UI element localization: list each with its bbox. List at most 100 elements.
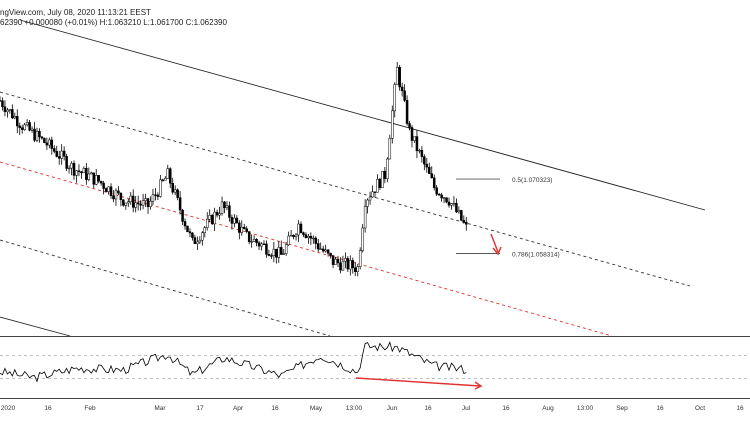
candle-body	[376, 178, 379, 193]
fib-level-label: 0.786(1.058314)	[512, 252, 560, 259]
candle-body	[245, 228, 248, 232]
candle-body	[127, 201, 130, 204]
candle-body	[462, 220, 466, 223]
candle-body	[292, 235, 295, 238]
candle-body	[410, 127, 414, 141]
change-label: +0.000080 (+0.01%)	[24, 18, 98, 27]
candle-body	[284, 244, 288, 254]
candle-body	[425, 163, 429, 168]
candle-body	[442, 197, 446, 199]
candle-body	[415, 136, 419, 152]
candle-body	[465, 221, 468, 225]
x-tick-label: Jul	[462, 405, 471, 412]
candle-body	[455, 202, 458, 213]
arrowhead-icon	[474, 381, 483, 390]
candle-body	[356, 266, 359, 272]
candle-body	[460, 210, 463, 221]
candle-body	[395, 67, 399, 85]
candle-body	[164, 178, 167, 181]
last-price-fragment: 62390	[0, 18, 23, 27]
candle-body	[297, 223, 300, 236]
high-value: 1.063210	[107, 18, 142, 27]
x-tick-label: Apr	[233, 405, 244, 412]
candle-body	[50, 139, 54, 149]
candle-body	[65, 156, 68, 169]
candle-body	[447, 201, 451, 206]
candle-body	[289, 235, 293, 237]
candle-body	[112, 195, 115, 200]
candle-body	[255, 239, 258, 243]
candle-body	[210, 215, 214, 225]
candle-body	[161, 179, 165, 181]
candle-body	[403, 90, 406, 101]
candle-body	[317, 243, 320, 250]
candle-body	[40, 136, 44, 139]
candle-body	[181, 209, 184, 222]
x-tick-label: 16	[424, 405, 432, 412]
candle-body	[280, 247, 283, 255]
candle-body	[11, 109, 14, 119]
upper-trendline	[19, 19, 706, 211]
candle-body	[8, 109, 12, 111]
candle-body	[119, 192, 123, 200]
candle-body	[361, 227, 364, 251]
x-tick-label: 13:00	[577, 405, 594, 412]
candle-body	[373, 191, 377, 193]
candle-body	[423, 156, 426, 165]
candle-body	[272, 248, 276, 257]
candle-body	[99, 180, 103, 184]
candle-body	[109, 186, 113, 196]
candle-body	[139, 203, 142, 206]
candle-body	[168, 168, 172, 184]
x-tick-label: Feb	[84, 405, 96, 412]
candle-body	[339, 262, 342, 271]
candle-body	[346, 258, 350, 270]
candle-body	[13, 115, 17, 119]
x-tick-label: Jun	[387, 405, 398, 412]
candle-body	[437, 193, 441, 196]
candle-body	[307, 236, 310, 238]
candle-body	[122, 199, 125, 206]
candle-body	[75, 170, 78, 176]
candle-body	[159, 179, 162, 197]
candle-body	[302, 232, 305, 235]
x-tick-label: 16	[736, 405, 744, 412]
ohlc-header: 62390 +0.000080 (+0.01%) H:1.063210 L:1.…	[0, 18, 227, 27]
divergence-arrow-icon	[355, 377, 481, 387]
candle-body	[391, 110, 394, 139]
candle-body	[324, 249, 327, 252]
candle-body	[252, 239, 256, 242]
x-tick-label: 16	[271, 405, 279, 412]
candle-body	[67, 167, 71, 170]
candle-body	[156, 194, 160, 197]
candle-body	[299, 223, 303, 233]
candle-body	[400, 86, 404, 92]
candle-body	[265, 243, 268, 255]
candle-body	[408, 123, 411, 128]
candle-body	[309, 236, 313, 239]
candle-body	[82, 168, 86, 174]
candle-body	[349, 260, 352, 270]
candle-body	[341, 261, 345, 271]
candle-body	[351, 260, 355, 269]
candle-body	[326, 249, 330, 254]
candle-body	[435, 187, 438, 195]
candle-body	[386, 158, 389, 179]
candle-body	[18, 125, 21, 128]
candle-body	[371, 191, 374, 198]
candle-body	[43, 137, 46, 143]
candle-body	[124, 202, 128, 206]
candle-body	[80, 171, 83, 174]
candle-body	[230, 217, 234, 224]
candle-body	[304, 234, 308, 238]
candle-body	[321, 248, 325, 252]
candle-body	[33, 128, 36, 141]
candle-body	[191, 232, 194, 238]
candle-body	[228, 205, 231, 218]
candle-body	[366, 199, 369, 207]
close-prefix: C:	[185, 18, 194, 27]
candle-body	[30, 128, 34, 131]
candle-body	[262, 243, 266, 245]
candle-body	[186, 225, 189, 232]
